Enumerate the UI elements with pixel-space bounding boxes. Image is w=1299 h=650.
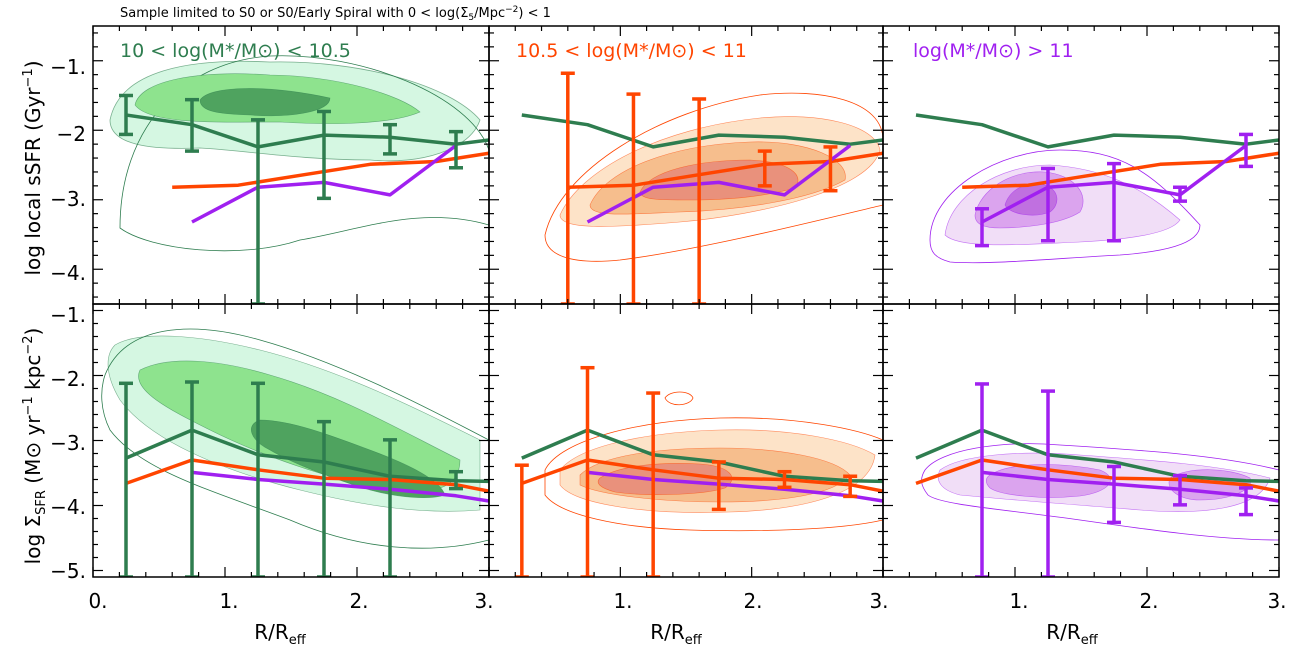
density-contour <box>929 149 1201 264</box>
chart-marks <box>119 71 1279 577</box>
figure-title-mid: /Mpc <box>474 6 505 21</box>
x-axis-label-3: R/Reff <box>1046 620 1099 648</box>
x-tick-label: 3. <box>474 589 493 613</box>
x-tick-label: 2. <box>1139 589 1158 613</box>
density-contour <box>199 88 331 117</box>
top-y-tick-label: −3. <box>50 187 86 211</box>
bottom-y-tick-label: −3. <box>50 431 86 455</box>
series-line-green <box>915 113 1279 149</box>
panel-marks <box>521 71 883 304</box>
x-tick-label: 1. <box>219 589 238 613</box>
panel-label-3: log(M*/M⊙) > 11 <box>913 40 1074 62</box>
contour-group <box>929 149 1201 264</box>
bottom-y-tick-label: −1. <box>50 303 86 327</box>
panel-marks <box>119 380 489 577</box>
panel-marks <box>514 365 883 577</box>
x-tick-label: 1. <box>613 589 632 613</box>
panel-marks <box>915 113 1279 248</box>
x-tick-label: 0. <box>88 589 107 613</box>
series-line-orange <box>962 151 1279 189</box>
series-line-orange <box>172 151 489 189</box>
top-y-tick-label: −2 <box>57 122 86 146</box>
contour-group <box>921 443 1279 541</box>
panel-marks <box>119 93 489 304</box>
top-y-tick-labels: −1. −2 −3. −4. <box>50 55 86 285</box>
x-tick-label: 2. <box>743 589 762 613</box>
series-line-orange <box>567 151 883 189</box>
panel-label-1: 10 < log(M*/M⊙) < 10.5 <box>120 40 351 62</box>
x-tick-label: 3. <box>869 589 888 613</box>
figure-title-post: ) < 1 <box>518 6 551 21</box>
top-y-axis-label: log local sSFR (Gyr−1) <box>21 60 45 275</box>
x-tick-labels: 0. 1. 2. 3. 1. 2. 3. 1. 2. 3. <box>88 589 1286 613</box>
x-tick-label: 3. <box>1267 589 1286 613</box>
x-tick-label: 2. <box>349 589 368 613</box>
density-contour <box>921 443 1279 541</box>
bottom-y-tick-label: −2. <box>50 367 86 391</box>
top-y-tick-label: −1. <box>50 55 86 79</box>
series-line-purple <box>586 144 852 224</box>
contour-group <box>544 92 883 262</box>
density-contour <box>664 391 694 406</box>
contour-group <box>101 328 489 549</box>
x-axis-label-1: R/Reff <box>254 620 307 648</box>
panel-label-2: 10.5 < log(M*/M⊙) < 11 <box>516 40 747 62</box>
x-axis-label-2: R/Reff <box>650 620 703 648</box>
figure-title-sup: −2 <box>505 5 518 15</box>
figure-title-pre: Sample limited to S0 or S0/Early Spiral … <box>120 6 468 21</box>
bottom-y-tick-label: −4. <box>50 495 86 519</box>
bottom-y-tick-labels: −1. −2. −3. −4. −5. <box>50 303 86 583</box>
x-axis-labels: R/Reff R/Reff R/Reff <box>254 620 1099 648</box>
contour-group <box>109 55 489 252</box>
bottom-y-axis-label: log ΣSFR (M⊙ yr−1 kpc−2) <box>21 328 49 565</box>
figure-title-sub: 5 <box>468 13 474 23</box>
axis-ticks <box>92 26 1280 577</box>
density-contour <box>544 417 883 532</box>
top-y-tick-label: −4. <box>50 261 86 285</box>
series-line-green <box>521 113 883 149</box>
bottom-y-tick-label: −5. <box>50 559 86 583</box>
panel-frame-bottom-3 <box>882 303 1280 578</box>
x-tick-label: 1. <box>1009 589 1028 613</box>
panel-marks <box>915 382 1279 577</box>
series-line-purple <box>191 470 489 503</box>
figure-title: Sample limited to S0 or S0/Early Spiral … <box>120 5 551 23</box>
series-line-purple <box>981 470 1279 503</box>
